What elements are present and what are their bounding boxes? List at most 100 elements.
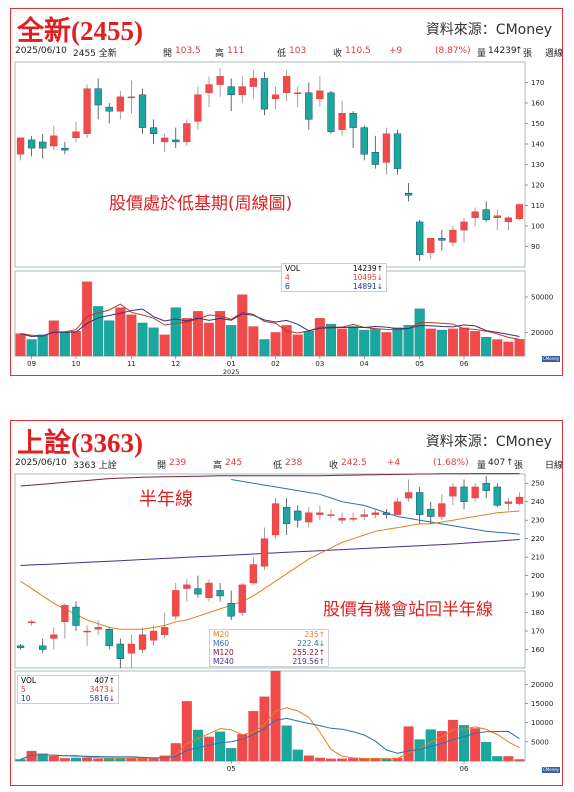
annotation-stand-back: 股價有機會站回半年線 <box>323 600 493 620</box>
price-y-tick-label: 110 <box>531 202 544 210</box>
volume-bar <box>325 758 337 762</box>
open-label: 開 <box>157 461 167 471</box>
candle-body <box>183 123 191 143</box>
candle-body <box>172 139 180 143</box>
volume-label: 量 <box>477 49 487 59</box>
candle-body <box>216 76 224 85</box>
volume-bar <box>93 306 104 357</box>
volume-unit: 張 <box>514 461 524 471</box>
chart-panel-shangquan: 上詮(3363) 資料來源：CMoney 2025/06/10 3363 上詮 … <box>10 420 563 786</box>
volume-bar <box>314 757 325 762</box>
volume-bar <box>492 339 503 357</box>
volume-bar <box>292 334 303 357</box>
x-tick-label: 04 <box>360 360 369 368</box>
candle-body <box>416 221 424 255</box>
candle-body <box>227 86 235 96</box>
volume-value: 407 <box>488 458 506 468</box>
candle-body <box>438 503 446 517</box>
volume-bar <box>59 332 70 357</box>
x-year-label: 2025 <box>223 368 240 375</box>
candle-body <box>116 643 124 659</box>
volume-bar <box>148 758 159 762</box>
volume-bar <box>137 322 148 357</box>
candle-body <box>271 503 280 536</box>
m20-line <box>20 510 520 630</box>
volume-bar <box>436 730 447 762</box>
volume-bar <box>425 328 436 357</box>
stock-name: 2455 全新 <box>73 49 117 59</box>
candle-body <box>105 106 113 112</box>
candle-body <box>316 512 324 515</box>
volume-bar <box>15 759 26 762</box>
vol-legend-row: 5 3473↓ <box>21 685 115 694</box>
close-value: 242.5 <box>341 458 367 468</box>
close-value: 110.5 <box>345 46 371 56</box>
volume-bar <box>337 328 348 357</box>
candle-body <box>471 211 479 218</box>
candle-body <box>416 492 424 515</box>
price-y-tick-label: 150 <box>531 120 544 128</box>
cmoney-logo-badge: CMoney <box>542 767 560 773</box>
volume-arrow: ↑ <box>506 458 514 468</box>
candle-body <box>205 582 213 598</box>
volume-bar <box>59 758 70 762</box>
volume-bar <box>70 757 82 762</box>
candle-body <box>515 204 524 220</box>
candle-body <box>50 135 58 147</box>
annotation-half-year-line: 半年線 <box>139 489 193 510</box>
x-tick-label: 10 <box>72 360 81 368</box>
x-tick-label: 12 <box>171 360 180 368</box>
volume-bar <box>359 758 370 762</box>
chart-1-svg: 90 100 110 120 130 140 150 160 170 20000 50000 09 10… <box>14 61 553 375</box>
candle-body <box>94 627 102 630</box>
candle-body <box>449 486 457 497</box>
m60-line <box>231 479 520 535</box>
change-value: +9 <box>389 46 403 56</box>
volume-bar <box>270 332 281 357</box>
volume-bar <box>37 753 48 762</box>
volume-bar <box>514 759 525 762</box>
volume-bar <box>447 328 458 357</box>
x-tick-label: 09 <box>27 360 36 368</box>
volume-bar <box>115 758 126 762</box>
candle-body <box>282 76 291 93</box>
low-value: 103 <box>289 46 307 56</box>
volume-value: 14239 <box>488 46 517 56</box>
candle-body <box>83 88 91 134</box>
price-y-tick-label: 160 <box>531 100 544 108</box>
candle-body <box>305 92 313 120</box>
volume-bar <box>359 329 370 357</box>
price-y-tick-label: 120 <box>531 182 544 190</box>
candle-body <box>216 590 224 597</box>
candle-body <box>460 221 468 231</box>
ma-legend-row: M20 235↑ <box>213 630 325 639</box>
volume-bar <box>159 334 170 357</box>
volume-bar <box>403 726 414 762</box>
price-y-tick-label: 240 <box>531 498 544 506</box>
volume-bar <box>403 325 414 357</box>
volume-bar <box>192 310 203 357</box>
volume-y-tick-label: 20000 <box>531 329 553 337</box>
date-text: 2025/06/10 <box>15 46 67 56</box>
x-tick-label: 05 <box>227 765 236 773</box>
high-label: 高 <box>215 49 225 59</box>
m120-line <box>20 473 520 487</box>
candle-body <box>460 486 468 502</box>
data-source: 資料來源：CMoney <box>425 22 552 38</box>
candle-body <box>327 514 335 516</box>
candle-body <box>249 564 258 584</box>
price-y-tick-label: 250 <box>531 480 544 488</box>
candle-body <box>39 645 47 650</box>
data-source: 資料來源：CMoney <box>425 434 552 450</box>
volume-bar <box>325 323 337 357</box>
candle-body <box>515 496 524 504</box>
candle-body <box>50 634 58 639</box>
high-label: 高 <box>213 461 223 471</box>
ma-legend: M20 235↑ M60 222.4↓ M120 255.22↑ M240 219.56… <box>209 629 329 667</box>
volume-bar <box>470 728 481 762</box>
close-label: 收 <box>329 461 339 471</box>
volume-legend: VOL 407↑ 5 3473↓ 10 5816↓ <box>17 675 119 704</box>
price-y-tick-label: 160 <box>531 646 544 654</box>
volume-bar <box>26 750 37 762</box>
volume-bar <box>26 339 37 357</box>
